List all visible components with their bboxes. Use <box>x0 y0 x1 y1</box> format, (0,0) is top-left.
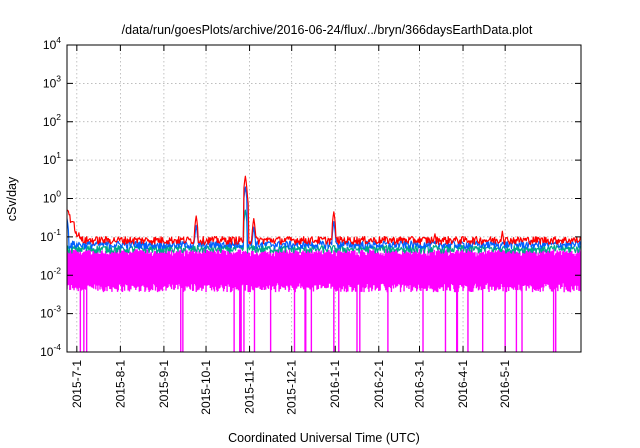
x-tick-label: 2016-4-1 <box>456 360 470 408</box>
y-axis-label: cSv/day <box>5 176 19 221</box>
y-axis: 10-4 10-3 10-2 10-1 100 101 102 103 104 <box>40 35 581 359</box>
y-tick-label: 104 <box>43 35 61 52</box>
y-tick-label: 100 <box>43 189 61 206</box>
y-tick-label: 10-4 <box>40 342 61 359</box>
series-layer <box>67 175 581 352</box>
x-tick-label: 2016-5-1 <box>498 360 512 408</box>
grid <box>67 45 581 352</box>
y-tick-label: 102 <box>43 112 61 129</box>
x-axis: 2015-7-1 2015-8-1 2015-9-1 2015-10-1 2015-11… <box>70 45 512 415</box>
y-tick-label: 10-3 <box>40 304 61 321</box>
x-tick-label: 2016-1-1 <box>328 360 342 408</box>
x-tick-label: 2015-7-1 <box>70 360 84 408</box>
x-tick-label: 2015-10-1 <box>199 360 213 415</box>
x-tick-label: 2016-2-1 <box>372 360 386 408</box>
x-tick-label: 2015-9-1 <box>157 360 171 408</box>
y-tick-label: 10-1 <box>40 227 61 244</box>
series-line <box>67 175 581 245</box>
y-tick-label: 101 <box>43 150 61 167</box>
x-tick-label: 2015-12-1 <box>285 360 299 415</box>
x-tick-label: 2015-8-1 <box>113 360 127 408</box>
chart-title: /data/run/goesPlots/archive/2016-06-24/f… <box>122 23 533 37</box>
x-axis-label: Coordinated Universal Time (UTC) <box>228 431 420 445</box>
series-line <box>67 249 581 352</box>
y-tick-label: 10-2 <box>40 265 61 282</box>
y-tick-label: 103 <box>43 73 61 90</box>
x-tick-label: 2015-11-1 <box>243 360 257 414</box>
x-tick-label: 2016-3-1 <box>412 360 426 408</box>
